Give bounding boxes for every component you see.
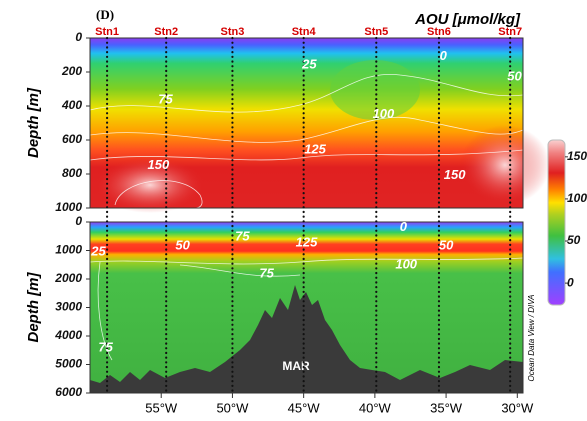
chart-title: AOU [μmol/kg]: [414, 11, 521, 28]
y-tick-label: 600: [62, 132, 82, 146]
contour-line: [89, 116, 524, 143]
y-tick-label: 5000: [55, 357, 82, 371]
colorbar-tick-label: 100: [567, 191, 587, 205]
station-label: Stn3: [221, 26, 245, 38]
contour-label: 125: [304, 142, 326, 157]
contour-label: 100: [373, 106, 395, 121]
ridge-label: MAR: [282, 359, 310, 373]
contour-label: 50: [439, 237, 454, 252]
x-tick-label: 30°W: [501, 400, 534, 415]
field-feature: [95, 157, 205, 213]
contour-line: [89, 73, 524, 113]
y-tick-label: 0: [75, 214, 82, 228]
panel-label: (D): [96, 7, 114, 22]
colorbar-tick-label: 0: [567, 275, 574, 289]
x-tick-label: 55°W: [145, 400, 178, 415]
y-tick-label: 4000: [54, 328, 82, 342]
colorbar-tick-label: 50: [567, 233, 581, 247]
contour-label: 0: [400, 219, 408, 234]
contour-label: 150: [444, 167, 466, 182]
contour-label: 75: [98, 339, 113, 354]
watermark: Ocean Data View / DIVA: [527, 294, 536, 381]
x-tick-label: 40°W: [359, 400, 392, 415]
panel-frame: [89, 37, 524, 209]
station-label: Stn4: [292, 26, 317, 38]
y-tick-label: 2000: [54, 271, 82, 285]
contour-label: 0: [440, 48, 448, 63]
station-label: Stn5: [364, 26, 388, 38]
y-tick-label: 6000: [55, 385, 82, 399]
y-tick-label: 3000: [55, 300, 82, 314]
bathymetry: [90, 285, 523, 393]
y-tick-label: 1000: [55, 200, 82, 214]
contour-label: 150: [148, 157, 170, 172]
contour-line: [89, 149, 524, 161]
colorbar-tick-label: 150: [567, 149, 587, 163]
contour-line: [114, 180, 203, 209]
y-tick-label: 800: [62, 166, 82, 180]
contour-label: 50: [507, 69, 522, 84]
field-feature: [460, 125, 550, 205]
contour-label: 75: [259, 265, 274, 280]
station-label: Stn2: [154, 26, 178, 38]
y-axis-label: Depth [m]: [25, 272, 42, 343]
contour-line: [179, 264, 301, 277]
contour-line: [97, 261, 113, 361]
contour-label: 50: [175, 237, 190, 252]
contour-label: 100: [395, 256, 417, 271]
y-tick-label: 200: [61, 64, 82, 78]
station-label: Stn6: [427, 26, 451, 38]
contour-label: 75: [158, 91, 173, 106]
y-tick-label: 0: [75, 30, 82, 44]
x-tick-label: 50°W: [216, 400, 249, 415]
contour-line: [89, 257, 524, 265]
x-tick-label: 45°W: [288, 400, 321, 415]
contour-label: 125: [296, 235, 318, 250]
station-label: Stn1: [95, 26, 119, 38]
contour-label: 75: [235, 229, 250, 244]
station-label: Stn7: [498, 26, 522, 38]
colorbar: [547, 139, 566, 306]
y-axis-label: Depth [m]: [25, 87, 42, 158]
contour-label: 25: [301, 57, 317, 72]
y-tick-label: 1000: [55, 243, 82, 257]
x-tick-label: 35°W: [430, 400, 463, 415]
y-tick-label: 400: [61, 98, 82, 112]
contour-label: 25: [90, 243, 106, 258]
